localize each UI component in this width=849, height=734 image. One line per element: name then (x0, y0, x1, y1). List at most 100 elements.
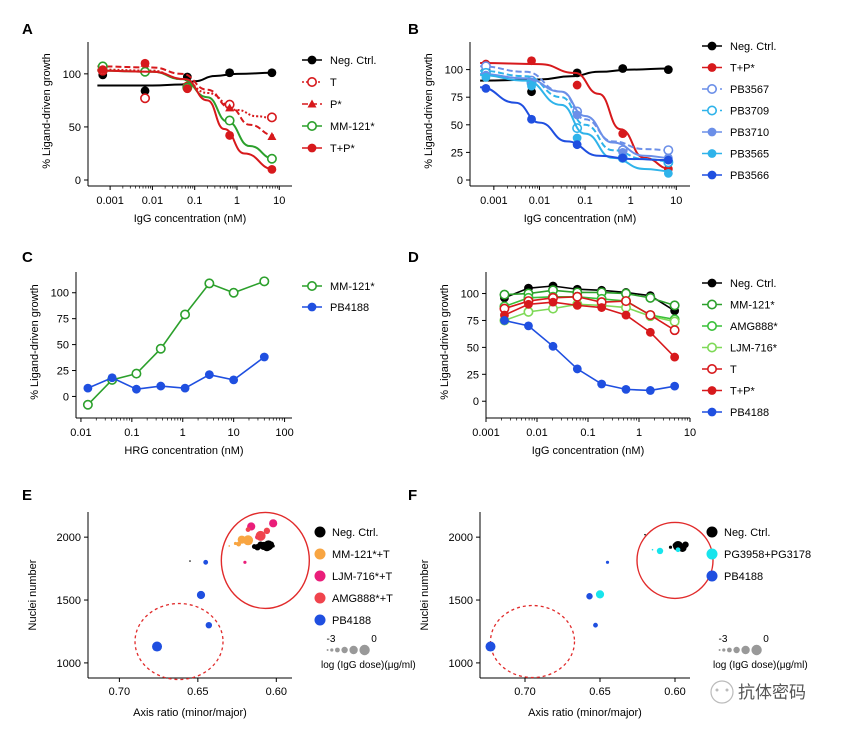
panel-label-b: B (408, 21, 419, 38)
legend-label: PB3565 (730, 149, 769, 161)
legend-marker (706, 570, 718, 582)
legend-item: MM-121* (302, 121, 375, 133)
y-tick-label: 75 (451, 92, 463, 104)
data-point (229, 375, 239, 385)
series-line (87, 280, 265, 406)
series-mm-121- (499, 285, 680, 311)
data-point (595, 590, 605, 599)
y-axis-label: % Ligand-driven growth (29, 284, 41, 400)
data-point (83, 383, 93, 393)
legend-marker (314, 614, 326, 626)
legend-item: T+P* (302, 143, 355, 155)
legend-item: T (302, 77, 337, 89)
size-legend-dot (359, 644, 370, 656)
legend-label: PB3566 (730, 170, 769, 182)
legend-item: Neg. Ctrl. (702, 41, 776, 53)
legend-marker (306, 280, 317, 291)
x-tick-label: 0.01 (142, 195, 163, 207)
size-legend-dot (727, 647, 732, 653)
legend-item: Neg. Ctrl. (702, 278, 776, 290)
x-axis-label: IgG concentration (nM) (134, 213, 247, 225)
y-tick-label: 1500 (449, 595, 473, 607)
data-point (98, 65, 108, 74)
data-point (548, 297, 558, 307)
data-point (107, 373, 117, 383)
chart-panel-c: 0 25 50 75 100 0.01 0.1 1 10 100 HRG concentration… (29, 272, 375, 457)
series-line (480, 74, 671, 173)
cluster-ellipse-solid (220, 511, 311, 610)
data-point (205, 621, 213, 629)
legend-item: MM-121*+T (314, 548, 390, 561)
data-point (203, 559, 209, 565)
x-tick-label: 0.01 (526, 427, 547, 439)
data-point (668, 545, 673, 549)
y-tick-label: 25 (467, 369, 479, 381)
y-tick-label: 2000 (449, 532, 473, 544)
legend-marker (314, 592, 326, 604)
data-point (255, 530, 266, 541)
data-point (670, 352, 680, 362)
x-tick-label: 0.001 (96, 195, 124, 207)
x-tick-label: 10 (273, 195, 285, 207)
y-axis-label: % Ligand-driven growth (439, 284, 451, 400)
legend-item: PB4188 (314, 614, 371, 627)
data-point (140, 93, 151, 104)
legend-marker (706, 342, 717, 353)
data-point (597, 379, 607, 389)
size-legend-dot (722, 648, 726, 652)
data-point (224, 115, 235, 126)
data-point (266, 153, 277, 164)
series-neg-ctrl- (644, 533, 689, 552)
data-point (572, 110, 582, 120)
legend-item: Neg. Ctrl. (302, 55, 376, 67)
watermark: 抗体密码 (710, 680, 806, 704)
legend-label: PB4188 (724, 571, 763, 583)
data-point (572, 80, 582, 90)
data-point (204, 370, 214, 380)
legend-label: PB3567 (730, 84, 769, 96)
series-line (480, 65, 671, 152)
legend-label: LJM-716* (730, 343, 778, 355)
legend-item: LJM-716*+T (314, 570, 393, 583)
series-neg-ctrl- (189, 540, 275, 562)
data-point (645, 310, 656, 321)
x-tick-label: 1 (636, 427, 642, 439)
legend-label: T (730, 364, 737, 376)
series-line (480, 61, 671, 170)
data-point (204, 278, 215, 289)
y-axis-label: Nuclei number (419, 559, 431, 630)
data-point (131, 368, 142, 379)
data-point (682, 541, 689, 548)
legend-label: PG3958+PG3178 (724, 549, 811, 561)
legend-label: MM-121* (730, 300, 775, 312)
legend-item: PB3709 (702, 106, 769, 118)
legend-label: PB4188 (730, 407, 769, 419)
data-point (236, 541, 242, 547)
legend-item: PB3567 (702, 84, 769, 96)
x-axis-label: IgG concentration (nM) (532, 445, 645, 457)
size-legend-tick: 0 (763, 634, 769, 645)
size-legend-dot (741, 645, 750, 655)
x-tick-label: 10 (228, 427, 240, 439)
series-line (480, 73, 671, 159)
y-tick-label: 50 (467, 342, 479, 354)
legend-label: MM-121* (330, 121, 375, 133)
size-legend-dot (326, 649, 329, 651)
legend-marker (707, 170, 717, 180)
data-point (269, 519, 278, 528)
data-point (618, 129, 628, 139)
data-point (132, 384, 141, 394)
data-point (572, 300, 582, 310)
data-point (572, 291, 583, 302)
y-tick-label: 1000 (449, 658, 473, 670)
y-tick-label: 75 (57, 314, 69, 326)
series-mm-121- (82, 276, 270, 410)
legend-marker (307, 302, 317, 312)
y-tick-label: 100 (461, 289, 479, 301)
data-point (527, 114, 536, 124)
svg-text:C: C (22, 249, 33, 266)
cluster-ellipse-dashed (134, 602, 224, 681)
x-tick-label: 0.60 (266, 686, 287, 698)
y-tick-label: 25 (57, 366, 69, 378)
data-point (675, 547, 681, 553)
